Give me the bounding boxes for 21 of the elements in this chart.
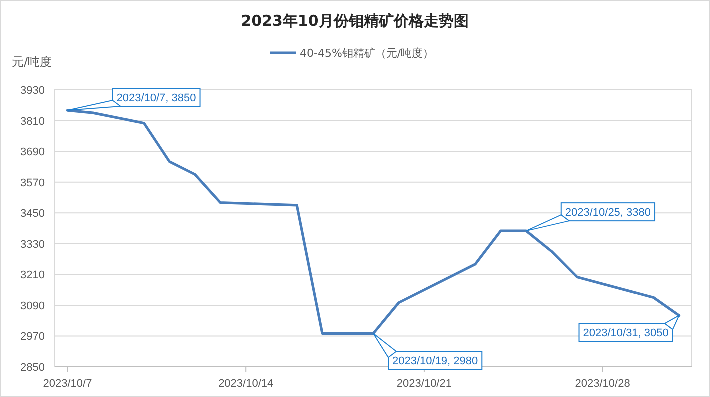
y-tick-label: 2970 (20, 331, 45, 344)
y-tick-label: 2850 (20, 362, 45, 374)
y-tick-label: 3090 (20, 300, 45, 312)
chart-title: 2023年10月份钼精矿价格走势图 (241, 12, 469, 30)
x-tick-label: 2023/10/14 (218, 378, 274, 390)
y-tick-label: 3210 (20, 270, 45, 282)
y-tick-label: 3690 (20, 146, 45, 159)
annotation: 2023/10/19, 2980 (392, 356, 478, 368)
y-tick-label: 3330 (20, 238, 45, 251)
annotation: 2023/10/7, 3850 (116, 92, 196, 105)
annotation: 2023/10/25, 3380 (565, 207, 652, 220)
y-axis-title: 元/吨度 (12, 55, 52, 69)
y-tick-label: 3570 (20, 177, 45, 190)
x-tick-label: 2023/10/21 (396, 378, 452, 390)
y-tick-label: 3930 (20, 85, 45, 97)
y-tick-label: 3450 (20, 208, 45, 220)
x-tick-label: 2023/10/7 (43, 378, 92, 390)
legend-label: 40-45%钼精矿（元/吨度） (300, 47, 434, 60)
y-tick-label: 3810 (20, 116, 45, 128)
x-tick-label: 2023/10/28 (575, 378, 630, 390)
annotation: 2023/10/31, 3050 (583, 328, 669, 340)
